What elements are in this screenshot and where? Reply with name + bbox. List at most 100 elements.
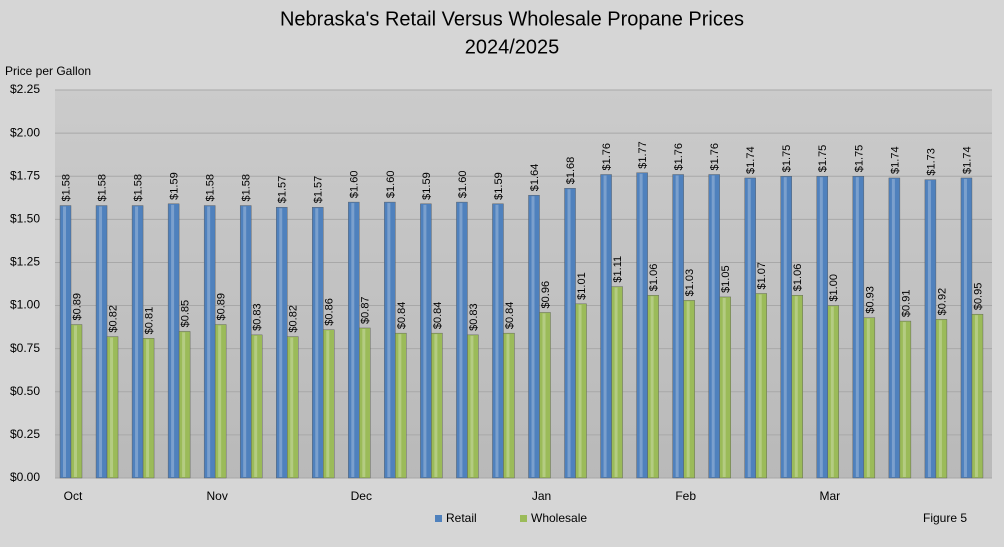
- y-tick-label: $1.00: [10, 298, 40, 312]
- value-label: $1.58: [205, 174, 217, 202]
- bar: [178, 331, 191, 479]
- bar: [539, 312, 551, 479]
- bar: [971, 313, 984, 479]
- bar-highlight: [207, 206, 211, 477]
- bar-highlight: [891, 178, 895, 478]
- x-tick-label: Jan: [532, 489, 551, 503]
- x-tick-label: Mar: [819, 489, 840, 503]
- bar-highlight: [938, 320, 942, 477]
- value-label: $1.68: [565, 157, 577, 185]
- bar-highlight: [290, 337, 294, 477]
- bar-highlight: [171, 204, 175, 477]
- value-label: $1.11: [612, 256, 624, 283]
- bar-highlight: [866, 318, 870, 477]
- value-label: $0.96: [540, 281, 552, 309]
- value-label: $1.06: [792, 264, 804, 292]
- value-label: $1.74: [745, 146, 757, 174]
- value-label: $0.91: [900, 290, 912, 318]
- value-label: $0.82: [107, 305, 119, 333]
- bar: [359, 327, 371, 479]
- value-label: $0.89: [71, 293, 83, 321]
- bar-highlight: [326, 330, 330, 477]
- bar-highlight: [243, 206, 247, 477]
- y-tick-label: $0.25: [10, 427, 40, 441]
- y-tick-label: $0.75: [10, 341, 40, 355]
- y-tick-label: $0.50: [10, 384, 40, 398]
- bar-highlight: [531, 196, 535, 478]
- bar: [935, 319, 948, 479]
- value-label: $0.83: [252, 303, 264, 331]
- y-tick-label: $1.25: [10, 255, 40, 269]
- bar: [791, 295, 803, 479]
- value-label: $0.92: [936, 288, 948, 316]
- bar: [647, 295, 659, 479]
- legend-label: Wholesale: [531, 511, 587, 525]
- value-label: $0.83: [468, 303, 480, 331]
- y-axis-label: Price per Gallon: [5, 64, 91, 78]
- bar: [395, 332, 407, 479]
- bar-highlight: [434, 334, 438, 477]
- plot-area: [55, 90, 992, 478]
- bar: [287, 336, 299, 479]
- value-label: $1.06: [648, 264, 660, 292]
- y-tick-label: $2.25: [10, 82, 40, 96]
- value-label: $1.58: [132, 174, 144, 202]
- value-label: $1.73: [925, 148, 937, 176]
- value-label: $0.86: [324, 298, 336, 326]
- x-tick-label: Dec: [351, 489, 372, 503]
- bar-highlight: [110, 337, 114, 477]
- bar-highlight: [963, 178, 967, 478]
- bar-highlight: [279, 208, 283, 478]
- bar: [142, 338, 155, 479]
- bar-highlight: [794, 296, 798, 477]
- value-label: $0.85: [180, 300, 192, 328]
- bar: [827, 305, 840, 479]
- bar-highlight: [614, 287, 618, 477]
- bar-highlight: [470, 335, 474, 477]
- value-label: $1.76: [601, 143, 613, 171]
- bar-highlight: [722, 297, 726, 477]
- value-label: $1.60: [457, 171, 469, 199]
- legend-swatch: [520, 515, 527, 522]
- bar-highlight: [387, 203, 391, 478]
- bar-highlight: [459, 203, 463, 478]
- bar-highlight: [603, 175, 607, 477]
- bar-highlight: [747, 178, 751, 478]
- value-label: $0.89: [216, 293, 228, 321]
- bar: [719, 296, 731, 479]
- y-tick-label: $2.00: [10, 125, 40, 139]
- value-label: $1.59: [421, 172, 433, 200]
- bar: [70, 324, 83, 479]
- bar: [214, 324, 227, 479]
- legend-swatch: [435, 515, 442, 522]
- bar: [611, 286, 623, 479]
- chart-title: Nebraska's Retail Versus Wholesale Propa…: [280, 8, 744, 30]
- bar-highlight: [758, 294, 762, 477]
- value-label: $1.59: [169, 172, 181, 200]
- value-label: $0.81: [143, 307, 155, 335]
- bar-highlight: [819, 177, 823, 477]
- bar-highlight: [315, 208, 319, 478]
- value-label: $1.75: [781, 145, 793, 173]
- bar-highlight: [542, 313, 546, 477]
- value-label: $1.58: [241, 174, 253, 202]
- bar: [863, 317, 876, 479]
- value-label: $1.76: [709, 143, 721, 171]
- value-label: $1.64: [529, 164, 541, 192]
- bar: [755, 293, 767, 479]
- bar-highlight: [182, 332, 186, 477]
- bar-highlight: [567, 189, 571, 477]
- value-label: $0.82: [288, 305, 300, 333]
- bar-highlight: [362, 328, 366, 477]
- bar: [431, 332, 443, 479]
- value-label: $0.87: [360, 296, 372, 324]
- value-label: $1.00: [828, 274, 840, 302]
- bar-highlight: [423, 204, 427, 477]
- marks: $1.58 $1.58 $1.58 $1.59 $1.58 $1.58 $1.57 $1.57…: [59, 141, 984, 479]
- value-label: $1.57: [313, 176, 325, 204]
- value-label: $1.60: [385, 171, 397, 199]
- value-label: $1.60: [349, 171, 361, 199]
- bar: [683, 300, 695, 479]
- y-tick-label: $1.75: [10, 168, 40, 182]
- bar-highlight: [146, 339, 150, 477]
